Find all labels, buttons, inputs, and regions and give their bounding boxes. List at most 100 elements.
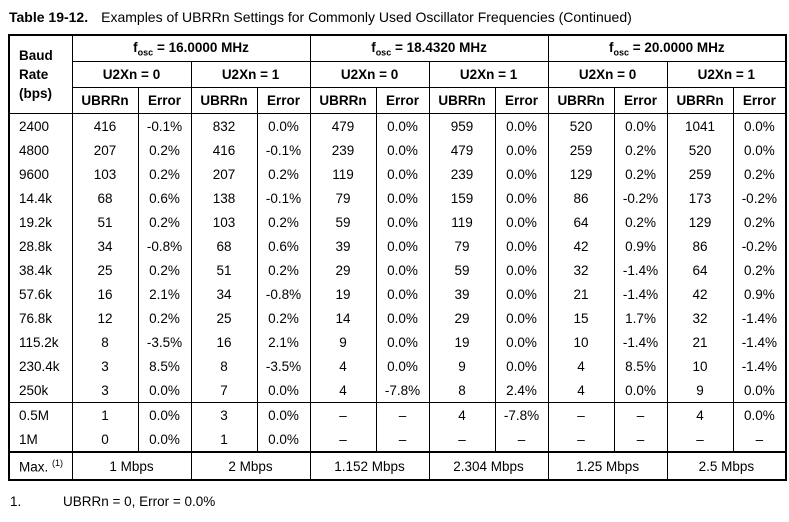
max-value-cell: 1.25 Mbps [547,451,668,480]
value-cell: 207 [71,138,139,162]
value-cell: -1.4% [732,306,787,330]
value-cell: 8 [71,330,139,354]
table-row: 1M 0 0.0% 1 0.0% – – – – – – – – [8,427,787,452]
baud-rate-header: Baud Rate (bps) [8,34,73,114]
value-cell: 59 [309,210,377,234]
baud-cell: 14.4k [8,186,73,210]
value-cell: 0.0% [494,258,549,282]
max-value-cell: 2.304 Mbps [428,451,549,480]
value-cell: 0.2% [732,162,787,186]
value-cell: 79 [309,186,377,210]
value-cell: 32 [547,258,615,282]
baud-cell: 19.2k [8,210,73,234]
value-cell: 0 [71,427,139,452]
freq-header-row: Baud Rate (bps) fosc = 16.0000 MHz fosc … [8,34,787,114]
table-row: 2400 416 -0.1% 832 0.0% 479 0.0% 959 0.0… [8,113,787,138]
value-cell: 0.0% [375,162,430,186]
value-cell: -1.4% [732,354,787,378]
value-cell: 4 [547,378,615,403]
value-cell: -1.4% [613,282,668,306]
col-header: UBRRn [190,87,258,114]
value-cell: – [547,402,615,427]
value-cell: 0.0% [375,306,430,330]
value-cell: 0.0% [375,330,430,354]
value-cell: 959 [428,113,496,138]
baud-cell: 115.2k [8,330,73,354]
value-cell: 0.0% [375,138,430,162]
baud-cell: 9600 [8,162,73,186]
value-cell: 34 [190,282,258,306]
value-cell: 159 [428,186,496,210]
value-cell: 4 [309,354,377,378]
baud-cell: 4800 [8,138,73,162]
value-cell: 59 [428,258,496,282]
value-cell: 42 [666,282,734,306]
u2x-header: U2Xn = 1 [190,61,311,88]
value-cell: 39 [309,234,377,258]
value-cell: 10 [666,354,734,378]
value-cell: 29 [428,306,496,330]
baud-cell: 57.6k [8,282,73,306]
column-header-row: UBRRn Error UBRRn Error UBRRn Error UBRR… [9,87,787,114]
value-cell: 15 [547,306,615,330]
value-cell: 0.0% [375,113,430,138]
value-cell: 0.0% [732,113,787,138]
table-row: 14.4k 68 0.6% 138 -0.1% 79 0.0% 159 0.0%… [8,186,787,210]
value-cell: 0.2% [137,258,192,282]
value-cell: 520 [666,138,734,162]
value-cell: 9 [666,378,734,403]
value-cell: – [613,402,668,427]
value-cell: 29 [309,258,377,282]
value-cell: 520 [547,113,615,138]
value-cell: 0.9% [732,282,787,306]
value-cell: 4 [428,402,496,427]
value-cell: 119 [309,162,377,186]
value-cell: 0.2% [613,138,668,162]
baud-cell: 1M [8,427,73,452]
baud-cell: 28.8k [8,234,73,258]
value-cell: 0.0% [494,306,549,330]
value-cell: 0.0% [494,282,549,306]
u2x-header: U2Xn = 1 [428,61,549,88]
value-cell: 1.7% [613,306,668,330]
value-cell: 39 [428,282,496,306]
col-header: UBRRn [666,87,734,114]
value-cell: 0.2% [137,306,192,330]
value-cell: 86 [547,186,615,210]
value-cell: 0.0% [256,427,311,452]
value-cell: 86 [666,234,734,258]
table-row: 19.2k 51 0.2% 103 0.2% 59 0.0% 119 0.0% … [8,210,787,234]
baud-cell: 38.4k [8,258,73,282]
value-cell: 0.0% [732,138,787,162]
value-cell: -0.1% [256,186,311,210]
u2x-header: U2Xn = 0 [547,61,668,88]
value-cell: – [666,427,734,452]
value-cell: 0.2% [256,162,311,186]
ubrr-settings-table: Baud Rate (bps) fosc = 16.0000 MHz fosc … [8,34,788,481]
value-cell: 19 [309,282,377,306]
col-header: Error [256,87,311,114]
value-cell: 34 [71,234,139,258]
baud-cell: 250k [8,378,73,403]
value-cell: 173 [666,186,734,210]
value-cell: 7 [190,378,258,403]
value-cell: – [732,427,787,452]
value-cell: -0.2% [732,234,787,258]
value-cell: 259 [547,138,615,162]
table-row: 0.5M 1 0.0% 3 0.0% – – 4 -7.8% – – 4 0.0… [8,402,787,427]
value-cell: 207 [190,162,258,186]
value-cell: 2.1% [256,330,311,354]
value-cell: -7.8% [494,402,549,427]
col-header: UBRRn [309,87,377,114]
value-cell: 0.2% [137,210,192,234]
footnote-text: UBRRn = 0, Error = 0.0% [63,494,216,509]
value-cell: 103 [190,210,258,234]
value-cell: -3.5% [137,330,192,354]
value-cell: 103 [71,162,139,186]
value-cell: 0.0% [613,378,668,403]
u2x-header: U2Xn = 1 [666,61,787,88]
value-cell: 0.0% [137,378,192,403]
value-cell: 0.2% [613,210,668,234]
value-cell: 0.0% [375,354,430,378]
table-row: 230.4k 3 8.5% 8 -3.5% 4 0.0% 9 0.0% 4 8.… [8,354,787,378]
